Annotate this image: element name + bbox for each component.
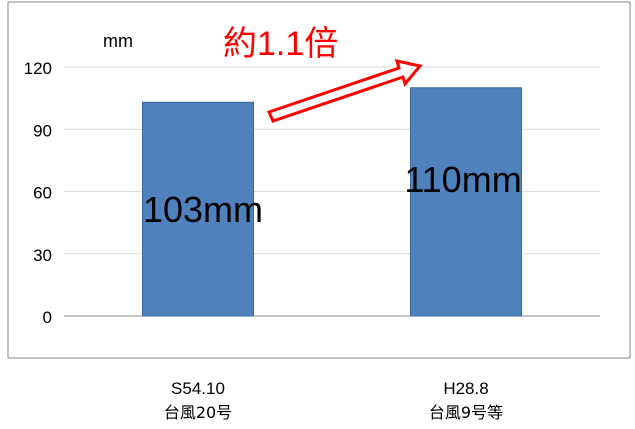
y-tick-label: 90	[33, 121, 52, 140]
bar-value-label: 110mm	[404, 159, 521, 200]
y-tick-label: 30	[33, 246, 52, 265]
bars	[142, 87, 522, 317]
category-label: H28.8	[443, 379, 488, 398]
plot-area-frame	[7, 1, 631, 359]
category-label: S54.10	[171, 379, 225, 398]
y-tick-label: 120	[24, 59, 52, 78]
bar	[142, 101, 254, 317]
arrow-icon	[266, 59, 423, 123]
bar-value-label: 103mm	[143, 189, 263, 230]
increase-arrow	[266, 59, 423, 123]
y-unit-label: mm	[103, 31, 133, 51]
x-axis-categories: S54.10 台風20号 H28.8 台風9号等	[164, 379, 503, 422]
data-labels: 103mm 110mm	[143, 159, 522, 230]
y-axis-ticks: 0 30 60 90 120	[24, 59, 52, 327]
category-sublabel: 台風20号	[164, 403, 232, 422]
y-tick-label: 60	[33, 184, 52, 203]
category-sublabel: 台風9号等	[429, 403, 503, 422]
y-tick-label: 0	[43, 308, 52, 327]
bar	[410, 87, 522, 317]
ratio-annotation: 約1.1倍	[223, 25, 338, 63]
